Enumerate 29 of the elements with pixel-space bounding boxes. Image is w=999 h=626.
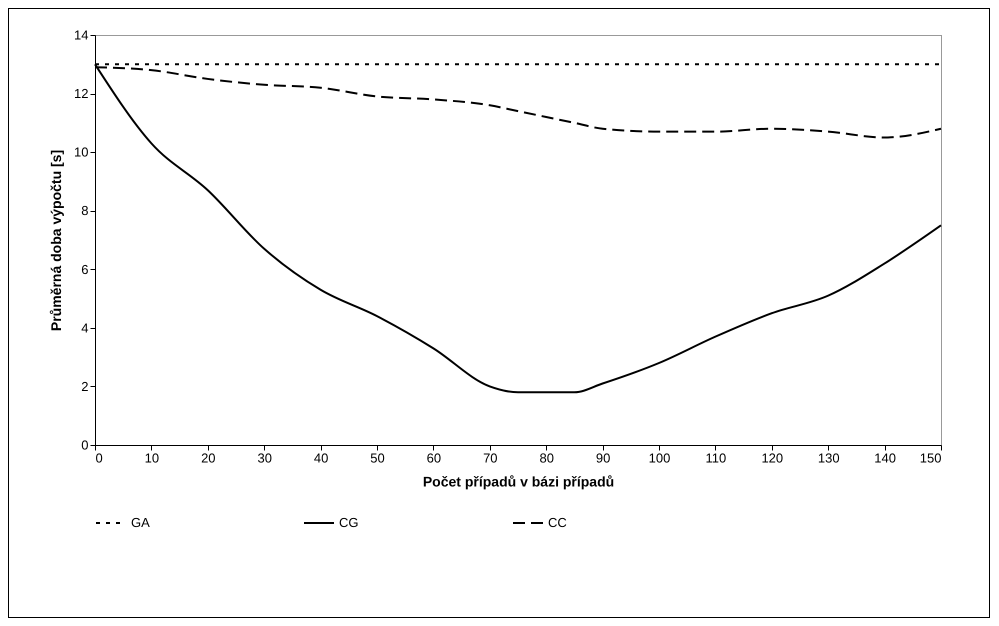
x-tick-label: 50: [370, 450, 385, 466]
y-tick-label: 10: [74, 144, 88, 160]
x-tick-label: 40: [314, 450, 328, 466]
y-tick-label: 2: [81, 378, 88, 394]
x-axis-title: Počet případů v bázi případů: [422, 474, 614, 490]
x-tick-label: 140: [874, 450, 896, 466]
x-tick-label: 20: [201, 450, 216, 466]
x-tick-label: 120: [761, 450, 784, 466]
x-tick-label: 80: [539, 450, 554, 466]
x-tick-label: 130: [818, 450, 840, 466]
legend-label: GA: [131, 515, 150, 530]
x-tick-label: 110: [706, 450, 726, 466]
x-tick-label: 100: [648, 450, 670, 466]
y-tick-label: 0: [81, 438, 88, 452]
y-tick-label: 12: [74, 86, 88, 102]
x-tick-label: 10: [144, 450, 160, 466]
x-tick-label: 60: [426, 450, 442, 466]
x-tick-label: 70: [483, 450, 498, 466]
x-tick-label: 150: [920, 450, 942, 466]
y-tick-label: 8: [81, 203, 88, 218]
y-tick-label: 4: [81, 320, 88, 336]
y-tick-label: 14: [74, 28, 88, 42]
x-tick-label: 30: [257, 450, 272, 466]
y-axis-title: Průměrná doba výpočtu [s]: [48, 150, 64, 332]
legend-label: CG: [339, 515, 358, 530]
x-tick-label: 0: [96, 450, 103, 466]
legend-label: CC: [548, 515, 567, 530]
y-tick-label: 6: [81, 262, 88, 277]
x-tick-label: 90: [596, 450, 610, 466]
